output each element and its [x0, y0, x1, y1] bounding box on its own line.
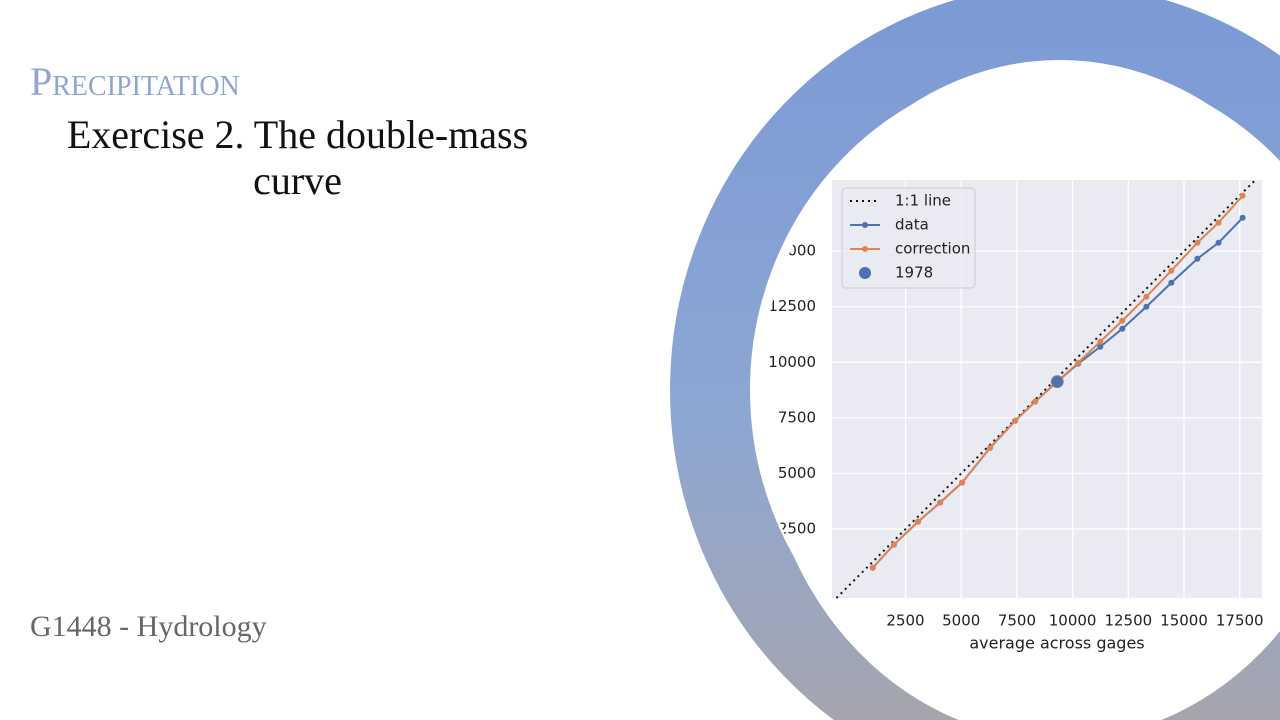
- y-tick-label: 10000: [768, 353, 816, 371]
- x-tick-label: 15000: [1160, 612, 1208, 630]
- reference-line: [835, 179, 1257, 599]
- series-point: [1215, 219, 1222, 226]
- y-tick-label: 2500: [778, 520, 816, 538]
- series-point: [1032, 398, 1039, 405]
- legend-marker: [862, 246, 868, 252]
- series-point: [1075, 359, 1082, 366]
- footer: G1448 - Hydrology: [30, 610, 267, 643]
- series-point: [1143, 303, 1150, 310]
- series-point: [1097, 338, 1104, 345]
- series-point: [1168, 267, 1175, 274]
- x-tick-label: 10000: [1049, 612, 1097, 630]
- legend-box: [841, 187, 976, 289]
- x-tick-label: 17500: [1216, 612, 1264, 630]
- series-point: [1143, 293, 1150, 300]
- brush-ring: [670, 0, 1280, 720]
- series-point: [959, 479, 966, 486]
- y-tick-label: 5000: [778, 464, 816, 482]
- series-point: [1239, 192, 1246, 199]
- plot: 2500 5000 7500 10000 12500 15000 2500 5000 7500 1…: [768, 179, 1264, 653]
- slide-title: Exercise 2. The double-mass curve: [66, 112, 529, 203]
- x-tick-label: 2500: [886, 612, 924, 630]
- section-title: Precipitation: [30, 59, 240, 104]
- series-point: [1097, 343, 1104, 350]
- series-point: [937, 499, 944, 506]
- highlight-point: [1050, 375, 1064, 389]
- x-axis-label: average across gages: [969, 634, 1144, 653]
- legend-label: correction: [895, 240, 970, 258]
- series-point: [869, 564, 876, 571]
- series-point: [1239, 214, 1246, 221]
- series-point: [915, 518, 921, 525]
- x-tick-label: 12500: [1104, 612, 1152, 630]
- series-point: [1194, 239, 1201, 246]
- y-tick-label: 7500: [778, 408, 816, 426]
- series-point: [1119, 325, 1126, 332]
- legend-marker: [859, 267, 871, 279]
- series-point: [1168, 279, 1175, 286]
- series-point: [1194, 255, 1201, 262]
- series-point: [1012, 417, 1019, 424]
- legend-label: 1:1 line: [895, 192, 951, 210]
- series-point: [890, 541, 897, 548]
- legend-label: data: [895, 216, 929, 234]
- series-point: [1119, 317, 1126, 324]
- x-tick-label: 5000: [942, 612, 980, 630]
- legend-marker: [862, 222, 868, 228]
- series-point: [987, 444, 994, 451]
- y-tick-label: 12500: [768, 297, 816, 315]
- legend-label: 1978: [895, 264, 933, 282]
- x-tick-label: 7500: [998, 612, 1036, 630]
- series-point: [1215, 239, 1222, 246]
